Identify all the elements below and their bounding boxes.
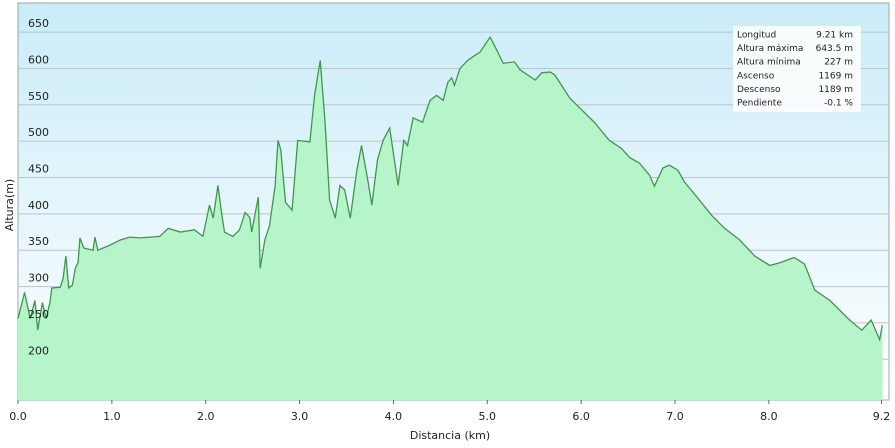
- stat-value: 227 m: [824, 58, 853, 68]
- y-tick-label: 350: [28, 235, 49, 248]
- stat-label: Descenso: [737, 85, 781, 95]
- x-tick-label: 2.0: [197, 410, 215, 423]
- x-tick-label: 4.0: [385, 410, 403, 423]
- y-tick-label: 200: [28, 344, 49, 357]
- elevation-line: [17, 35, 884, 342]
- x-tick-label: 3.0: [291, 410, 309, 423]
- stats-box: [733, 26, 861, 112]
- x-tick-label: 7.0: [666, 410, 684, 423]
- x-tick-label: 0.0: [9, 410, 27, 423]
- stat-value: 1189 m: [818, 85, 853, 95]
- stat-label: Altura mínima: [737, 58, 801, 68]
- y-tick-label: 300: [28, 272, 49, 285]
- x-tick-label: 1.0: [103, 410, 121, 423]
- stat-value: -0.1 %: [824, 99, 853, 109]
- stat-label: Altura máxima: [737, 44, 803, 54]
- y-tick-label: 600: [28, 53, 49, 66]
- x-tick-label: 9.2: [873, 410, 891, 423]
- y-tick-label: 250: [28, 308, 49, 321]
- y-tick-label: 500: [28, 126, 49, 139]
- stat-label: Longitud: [737, 31, 776, 41]
- stat-value: 1169 m: [818, 71, 853, 81]
- stat-value: 9.21 km: [816, 31, 853, 41]
- y-tick-label: 450: [28, 163, 49, 176]
- y-tick-label: 400: [28, 199, 49, 212]
- stat-value: 643.5 m: [816, 44, 853, 54]
- stat-label: Ascenso: [737, 71, 775, 81]
- x-axis-title: Distancia (km): [410, 429, 490, 442]
- x-tick-label: 8.0: [760, 410, 778, 423]
- x-tick-label: 5.0: [479, 410, 497, 423]
- area-fill: [18, 37, 883, 401]
- y-tick-label: 550: [28, 90, 49, 103]
- y-axis-title: Altura(m): [3, 179, 16, 231]
- x-tick-label: 6.0: [572, 410, 590, 423]
- stat-label: Pendiente: [737, 99, 782, 109]
- y-tick-label: 650: [28, 17, 49, 30]
